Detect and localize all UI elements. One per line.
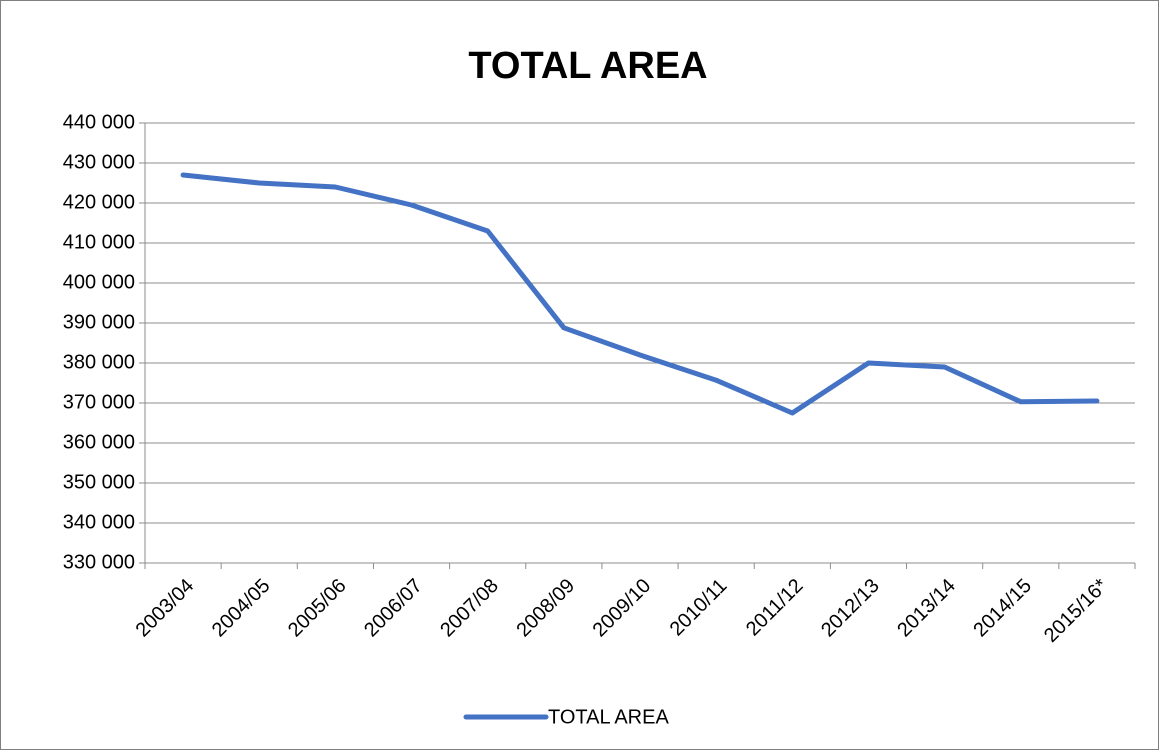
y-tick-label: 370 000 (63, 391, 135, 413)
y-tick-label: 390 000 (63, 311, 135, 333)
chart-title: TOTAL AREA (468, 45, 707, 87)
y-tick-label: 380 000 (63, 351, 135, 373)
y-tick-label: 360 000 (63, 431, 135, 453)
legend-label: TOTAL AREA (548, 706, 669, 728)
y-tick-label: 340 000 (63, 511, 135, 533)
y-tick-label: 330 000 (63, 551, 135, 573)
y-tick-label: 430 000 (63, 151, 135, 173)
y-tick-label: 420 000 (63, 191, 135, 213)
series-line (180, 172, 1100, 416)
y-tick-label: 410 000 (63, 231, 135, 253)
y-tick-label: 440 000 (63, 111, 135, 133)
y-tick-label: 350 000 (63, 471, 135, 493)
y-tick-label: 400 000 (63, 271, 135, 293)
